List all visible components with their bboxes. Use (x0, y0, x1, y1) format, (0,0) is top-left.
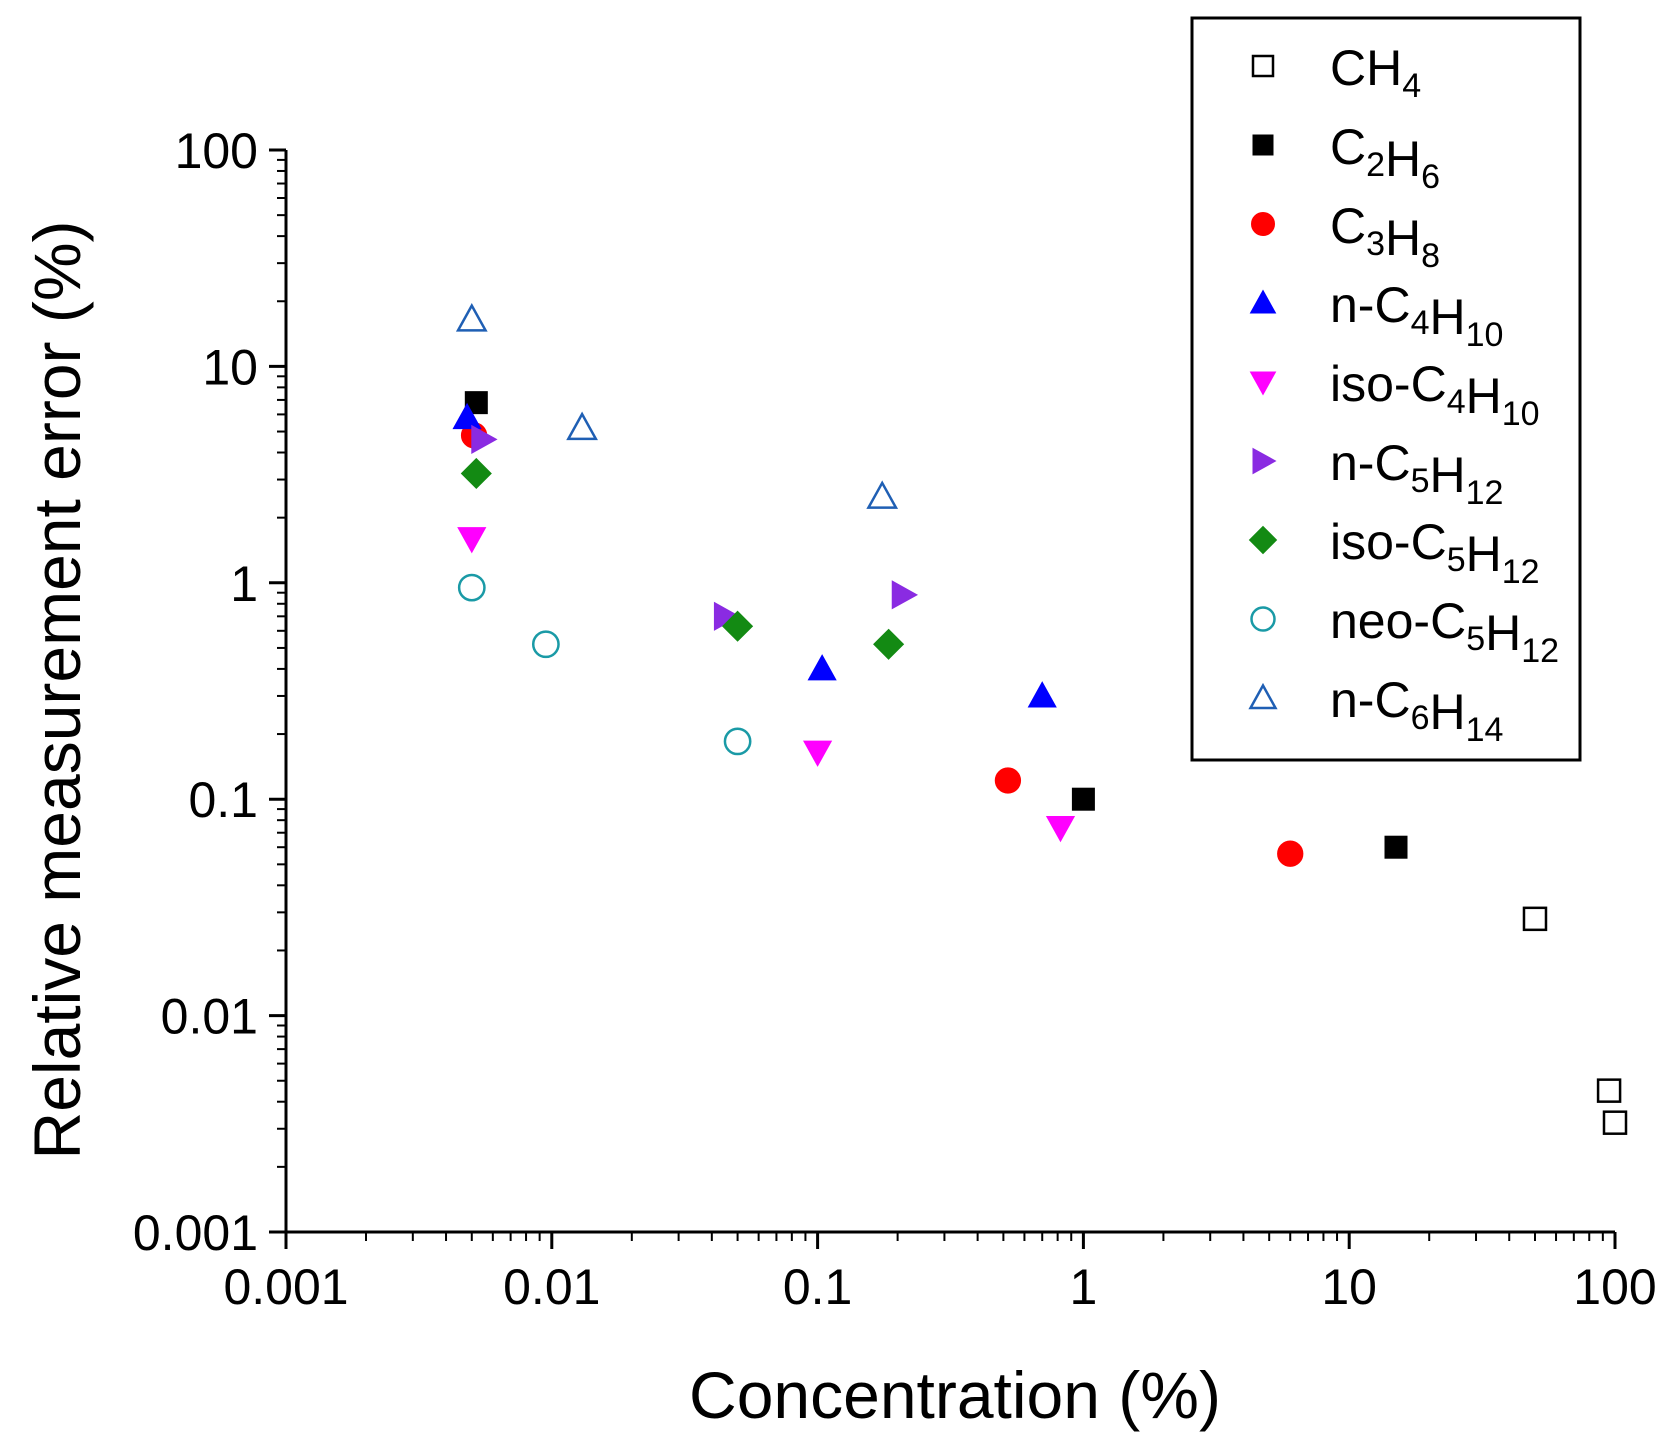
series-n-c6h14 (455, 303, 899, 509)
legend-item: n-C4H10 (1249, 277, 1503, 354)
data-point (891, 580, 919, 610)
x-tick-label: 0.01 (503, 1259, 600, 1315)
data-point (1277, 840, 1304, 867)
series-n-c5h12 (471, 424, 919, 631)
x-tick-label: 0.1 (783, 1259, 853, 1315)
data-point (460, 457, 492, 490)
x-tick-label: 100 (1573, 1259, 1656, 1315)
data-point (723, 727, 752, 756)
data-point (531, 630, 560, 659)
y-tick-label: 0.1 (188, 772, 258, 828)
legend-marker (1251, 54, 1275, 78)
data-point (457, 573, 486, 602)
y-axis-title: Relative measurement error (%) (20, 221, 94, 1160)
legend-marker (1252, 134, 1274, 156)
y-tick-label: 10 (202, 339, 258, 395)
y-tick-label: 100 (175, 123, 258, 179)
legend-marker (1249, 371, 1277, 396)
series-iso-c4h10 (457, 527, 1076, 843)
data-point (452, 402, 482, 430)
data-point (1384, 835, 1408, 859)
legend-marker (1251, 212, 1275, 236)
data-point (994, 767, 1022, 794)
legend-label: n-C5H12 (1330, 435, 1503, 512)
data-point (464, 391, 488, 415)
legend-item: C2H6 (1252, 119, 1440, 196)
legend-item: C3H8 (1251, 198, 1440, 275)
legend-label: iso-C5H12 (1330, 514, 1540, 591)
legend-marker (1252, 447, 1277, 475)
data-point (1027, 681, 1057, 708)
data-point (807, 654, 837, 681)
data-point (722, 610, 754, 642)
legend-marker (1250, 606, 1276, 632)
legend-label: C3H8 (1330, 198, 1440, 275)
legend-marker (1248, 682, 1278, 710)
axes: 0.001 0.01 0.1 1 10 100 0.001 0.01 0.1 1 10 100 (133, 123, 1657, 1315)
legend: CH4 C2H6C3H8n-C4H10iso-C4H10n-C5H12iso-C5… (1190, 16, 1582, 762)
series-ch4 (1522, 906, 1628, 1135)
y-tick-label: 0.01 (161, 989, 258, 1045)
legend-item: neo-C5H12 (1250, 593, 1559, 670)
legend-label: iso-C4H10 (1330, 356, 1540, 433)
data-point (1045, 815, 1076, 843)
data-point (866, 480, 899, 509)
data-point (455, 303, 488, 332)
x-axis-title: Concentration (%) (689, 1358, 1221, 1432)
x-tick-label: 0.001 (223, 1259, 348, 1315)
legend-label: CH4 (1330, 40, 1421, 105)
series-n-c4h10 (452, 402, 1057, 708)
series-neo-c5h12 (457, 573, 752, 756)
series-c2h6 (464, 391, 1408, 859)
legend-label: n-C6H14 (1330, 672, 1503, 749)
data-points (452, 303, 1628, 1135)
data-point (1596, 1078, 1622, 1103)
x-tick-label: 1 (1069, 1259, 1097, 1315)
series-iso-c5h12 (460, 457, 905, 660)
legend-item: n-C5H12 (1252, 435, 1503, 512)
legend-marker (1249, 289, 1277, 314)
data-point (873, 628, 905, 660)
data-point (566, 411, 598, 441)
legend-item: n-C6H14 (1248, 672, 1503, 749)
legend-item: iso-C5H12 (1248, 514, 1540, 591)
x-tick-label: 10 (1321, 1259, 1377, 1315)
legend-marker (1248, 525, 1278, 555)
data-point (1602, 1110, 1628, 1135)
y-tick-label: 0.001 (133, 1205, 258, 1261)
y-tick-label: 1 (230, 556, 258, 612)
data-point (1522, 906, 1548, 932)
legend-label: n-C4H10 (1330, 277, 1503, 354)
legend-item: iso-C4H10 (1249, 356, 1540, 433)
legend-label: C2H6 (1330, 119, 1440, 196)
legend-label: neo-C5H12 (1330, 593, 1559, 670)
data-point (457, 527, 487, 554)
data-point (471, 424, 498, 454)
data-point (1071, 787, 1095, 811)
legend-item: CH4 (1251, 40, 1421, 105)
data-point (803, 740, 833, 767)
